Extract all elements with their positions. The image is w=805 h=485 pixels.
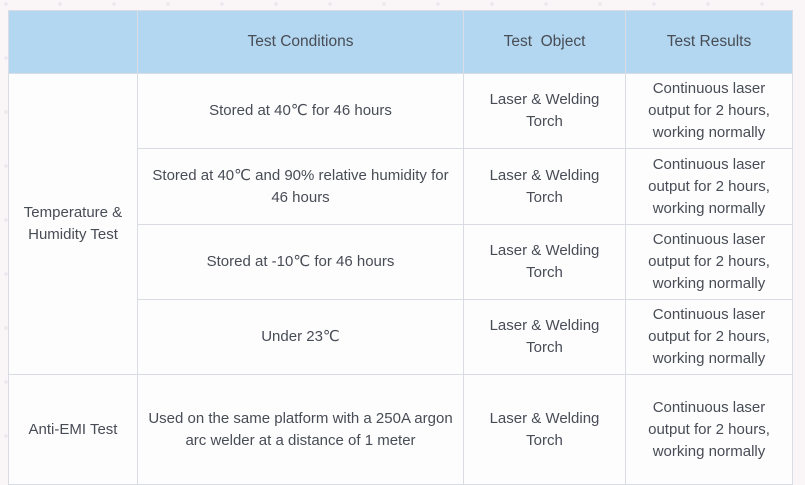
row-group-label-anti-emi-test: Anti-EMI Test	[8, 374, 138, 485]
condition-cell: Stored at 40℃ for 46 hours	[137, 73, 464, 149]
table-row: Anti-EMI Test Used on the same platform …	[8, 374, 793, 485]
condition-cell: Used on the same platform with a 250A ar…	[137, 374, 464, 485]
corner-header-cell	[8, 10, 138, 74]
test-report-table: Test Conditions Test Object Test Results…	[8, 10, 793, 485]
object-cell: Laser & Welding Torch	[463, 299, 626, 375]
result-cell: Continuous laser output for 2 hours, wor…	[625, 374, 793, 485]
table-row: Temperature & Humidity Test Stored at 40…	[8, 73, 793, 375]
object-cell: Laser & Welding Torch	[463, 374, 626, 485]
table-row: Under 23℃ Laser & Welding Torch Continuo…	[9, 299, 793, 375]
result-cell: Continuous laser output for 2 hours, wor…	[625, 73, 793, 149]
result-cell: Continuous laser output for 2 hours, wor…	[625, 148, 793, 225]
condition-cell: Under 23℃	[137, 299, 464, 375]
test-report-table-container: Test Conditions Test Object Test Results…	[8, 10, 793, 485]
result-cell: Continuous laser output for 2 hours, wor…	[625, 299, 793, 375]
result-cell: Continuous laser output for 2 hours, wor…	[625, 224, 793, 300]
object-cell: Laser & Welding Torch	[463, 224, 626, 300]
column-header-test-object: Test Object	[463, 10, 626, 74]
object-cell: Laser & Welding Torch	[463, 73, 626, 149]
table-row: Stored at 40℃ and 90% relative humidity …	[9, 148, 793, 225]
condition-cell: Stored at 40℃ and 90% relative humidity …	[137, 148, 464, 225]
table-header-row: Test Conditions Test Object Test Results	[8, 10, 793, 74]
object-cell: Laser & Welding Torch	[463, 148, 626, 225]
column-header-test-conditions: Test Conditions	[137, 10, 464, 74]
table-row: Stored at -10℃ for 46 hours Laser & Weld…	[9, 224, 793, 300]
condition-cell: Stored at -10℃ for 46 hours	[137, 224, 464, 300]
row-group-label-temperature-humidity-test: Temperature & Humidity Test	[8, 73, 138, 375]
column-header-test-results: Test Results	[625, 10, 793, 74]
